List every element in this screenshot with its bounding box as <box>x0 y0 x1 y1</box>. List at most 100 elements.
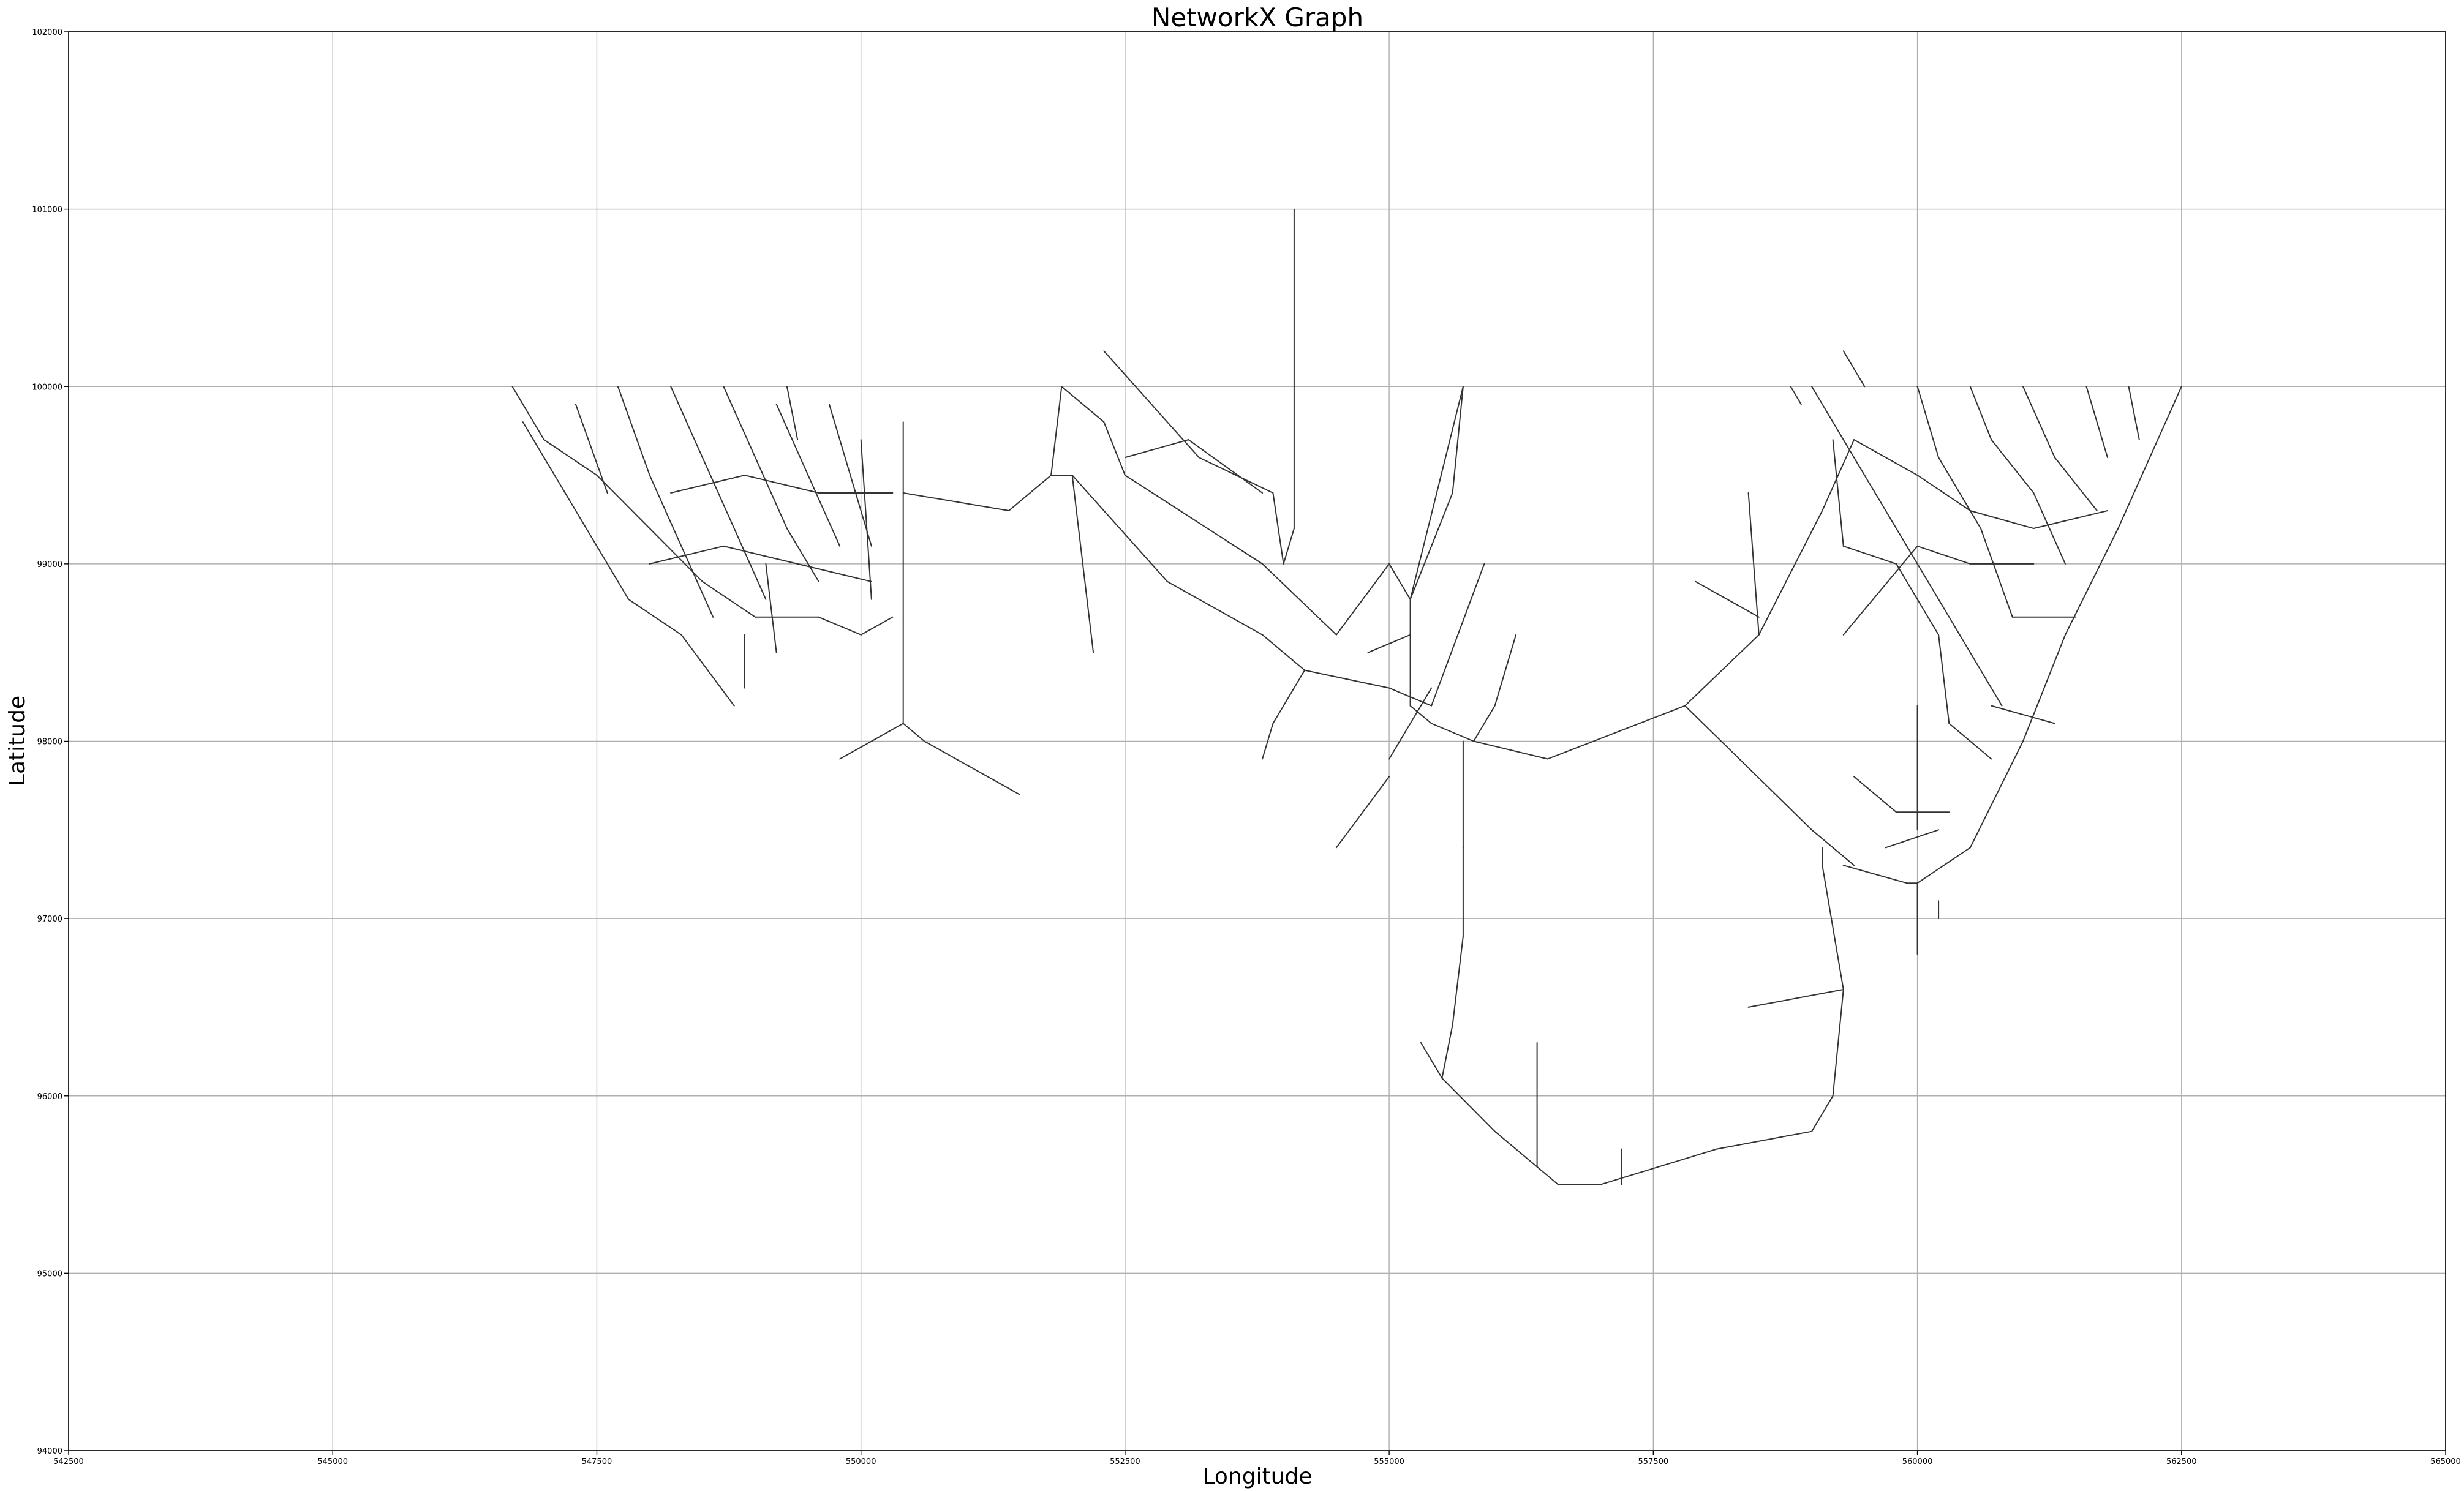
graph-edge <box>1441 1077 1496 1132</box>
graph-edge <box>1822 439 1855 511</box>
graph-edge <box>775 404 809 476</box>
graph-edge <box>924 740 1020 795</box>
y-tick-label: 100000 <box>32 383 62 392</box>
graph-edge <box>1896 563 1940 636</box>
graph-edges <box>511 208 2182 1185</box>
graph-edge <box>1262 634 1306 671</box>
x-tick-label: 545000 <box>317 1457 348 1467</box>
graph-edge <box>1262 563 1337 636</box>
y-axis-label: Latitude <box>5 696 30 786</box>
graph-edge <box>701 457 735 529</box>
graph-edge <box>1853 439 1918 476</box>
graph-edge <box>1124 475 1264 565</box>
graph-edge <box>1684 634 1760 707</box>
graph-edge <box>701 580 756 618</box>
graph-edge <box>807 475 841 547</box>
graph-edge <box>1335 563 1390 636</box>
x-tick-label: 557500 <box>1638 1457 1669 1467</box>
x-tick-label: 562500 <box>2166 1457 2197 1467</box>
graph-edge <box>1166 580 1264 636</box>
graph-edge <box>2117 457 2150 529</box>
graph-edge <box>1916 847 1971 884</box>
x-tick-label: 560000 <box>1902 1457 1933 1467</box>
graph-edge <box>680 545 714 618</box>
graph-edge <box>2033 510 2108 529</box>
x-tick-label: 550000 <box>846 1457 876 1467</box>
y-tick-label: 94000 <box>37 1447 62 1456</box>
graph-edge <box>1885 829 1940 849</box>
graph-edge <box>765 563 777 653</box>
graph-edge <box>1684 705 1813 831</box>
graph-edge <box>1304 669 1390 689</box>
graph-edge <box>850 475 872 547</box>
x-axis-ticks: 542500 545000 547500 550000 552500 555000 5575… <box>53 1451 2461 1467</box>
graph-edge <box>1103 350 1200 459</box>
graph-edge <box>1272 669 1306 724</box>
graph-edge <box>1938 457 1981 529</box>
graph-edge <box>723 386 756 459</box>
graph-edge <box>1969 740 2024 849</box>
graph-edge <box>1367 634 1411 653</box>
y-tick-label: 95000 <box>37 1269 62 1279</box>
graph-edge <box>744 475 819 494</box>
graph-edge <box>902 723 925 742</box>
graph-edge <box>1842 545 1918 636</box>
graph-edge <box>1536 1166 1559 1185</box>
graph-edge <box>575 404 608 494</box>
graph-edge <box>564 492 630 600</box>
graph-edge <box>1071 475 1094 653</box>
x-tick-label: 542500 <box>53 1457 84 1467</box>
graph-edge <box>1409 705 1433 724</box>
graph-edge <box>596 475 650 529</box>
graph-edge <box>1473 705 1496 742</box>
graph-edge <box>755 457 788 529</box>
graph-edge <box>2033 492 2066 565</box>
graph-edge <box>1431 723 1475 742</box>
graph-edge <box>617 386 650 476</box>
graph-edge <box>1441 1024 1453 1079</box>
graph-edge <box>1991 439 2035 494</box>
graph-edge <box>670 475 745 494</box>
graph-edge <box>733 528 767 600</box>
graph-edge <box>1103 421 1126 476</box>
graph-edge <box>1547 705 1686 760</box>
graph-edge <box>1452 386 1464 494</box>
graph-edge <box>1842 545 1897 565</box>
y-tick-label: 96000 <box>37 1092 62 1102</box>
graph-edge <box>2085 386 2108 459</box>
graph-edge <box>1409 492 1453 600</box>
graph-edge <box>1842 865 1908 884</box>
graph-edge <box>1061 386 1105 423</box>
graph-edge <box>860 616 894 636</box>
graph-edge <box>2054 457 2098 511</box>
graph-edge <box>2065 528 2119 636</box>
graph-edge <box>1494 634 1517 707</box>
graph-edge <box>1262 723 1274 760</box>
graph-edge <box>1959 634 2003 707</box>
graph-edge <box>1420 1042 1443 1079</box>
graph-edge <box>2149 386 2182 459</box>
graph-edge <box>649 545 725 565</box>
y-tick-label: 101000 <box>32 206 62 215</box>
x-axis-label: Longitude <box>1202 1464 1312 1489</box>
graph-edge <box>1991 705 2055 724</box>
graph-edge <box>1853 776 1897 813</box>
graph-edge <box>2128 386 2140 441</box>
graph-edge <box>828 404 851 476</box>
graph-edge <box>1283 528 1295 565</box>
y-tick-label: 98000 <box>37 738 62 747</box>
graph-edge <box>1431 563 1485 707</box>
graph-edge <box>2022 634 2066 742</box>
x-tick-label: 547500 <box>582 1457 612 1467</box>
graph-edge <box>670 386 703 459</box>
grid-lines <box>68 31 2446 1451</box>
graph-edge <box>1188 439 1264 494</box>
graph-edge <box>1842 350 1866 388</box>
graph-edge <box>1790 386 1802 405</box>
graph-edge <box>1811 829 1855 866</box>
graph-edge <box>1864 475 1918 565</box>
x-tick-label: 555000 <box>1374 1457 1404 1467</box>
y-tick-label: 99000 <box>37 560 62 569</box>
graph-edge <box>1969 510 2035 529</box>
